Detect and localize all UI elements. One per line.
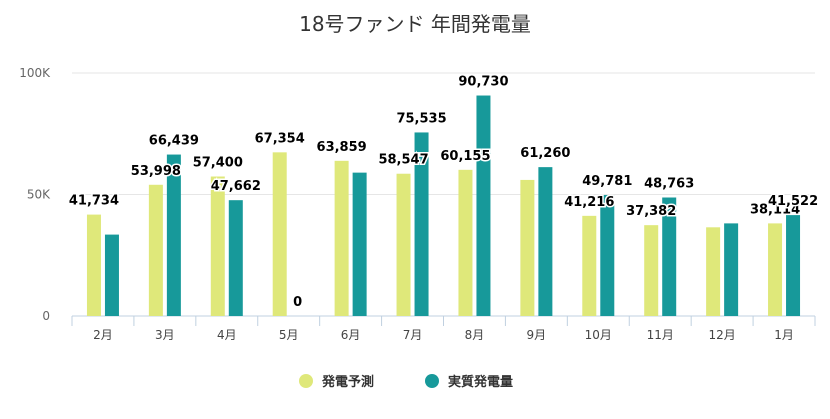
bar-actual[interactable] <box>786 215 801 316</box>
data-label: 0 <box>293 295 302 310</box>
y-tick-label: 0 <box>42 309 50 323</box>
data-label: 60,155 <box>440 149 490 164</box>
bar-actual[interactable] <box>662 197 677 316</box>
bar-forecast[interactable] <box>582 215 597 316</box>
bar-forecast[interactable] <box>148 184 163 316</box>
bar-forecast[interactable] <box>520 179 535 316</box>
x-tick-label: 12月 <box>708 328 735 342</box>
data-label: 75,535 <box>396 111 446 126</box>
x-tick-label: 4月 <box>217 328 237 342</box>
x-tick-label: 10月 <box>585 328 612 342</box>
x-axis: 2月 3月 4月 5月 6月 7月 8月 9月 10月 11月 12月 1月 <box>71 315 816 342</box>
bar-actual[interactable] <box>352 172 367 316</box>
x-tick-label: 9月 <box>527 328 547 342</box>
bar-actual[interactable] <box>104 234 119 316</box>
data-label: 66,439 <box>149 134 199 149</box>
bars <box>86 95 801 317</box>
legend-marker[interactable] <box>425 374 439 388</box>
legend-marker[interactable] <box>299 374 313 388</box>
bar-forecast[interactable] <box>644 225 659 316</box>
legend-label[interactable]: 発電予測 <box>321 374 374 390</box>
data-label: 63,859 <box>317 140 367 155</box>
chart-title: 18号ファンド 年間発電量 <box>299 12 531 36</box>
bar-forecast[interactable] <box>768 223 783 316</box>
bar-actual[interactable] <box>600 195 615 316</box>
bar-forecast[interactable] <box>86 214 101 316</box>
data-labels: 41,734 53,998 57,400 67,354 63,859 58,547 60,1… <box>67 73 819 311</box>
x-tick-label: 6月 <box>341 328 361 342</box>
bar-actual[interactable] <box>166 154 181 316</box>
x-tick-label: 3月 <box>155 328 175 342</box>
grid-lines <box>72 72 815 195</box>
legend-label[interactable]: 実質発電量 <box>448 374 513 390</box>
x-tick-label: 7月 <box>403 328 423 342</box>
bar-forecast[interactable] <box>210 176 225 316</box>
x-tick-label: 2月 <box>93 328 113 342</box>
bar-actual[interactable] <box>414 132 429 316</box>
data-label: 41,216 <box>564 195 614 210</box>
data-label: 53,998 <box>131 164 181 179</box>
bar-forecast[interactable] <box>272 152 287 316</box>
x-tick-label: 1月 <box>774 328 794 342</box>
data-label: 49,781 <box>582 174 632 189</box>
data-label: 38,114 <box>750 202 800 217</box>
bar-actual[interactable] <box>538 167 553 316</box>
bar-actual[interactable] <box>228 200 243 316</box>
x-tick-label: 5月 <box>279 328 299 342</box>
x-tick-label: 8月 <box>465 328 485 342</box>
data-label: 67,354 <box>255 131 305 146</box>
y-tick-label: 50K <box>27 188 51 202</box>
bar-forecast[interactable] <box>706 227 721 316</box>
data-label: 41,734 <box>69 194 119 209</box>
bar-actual[interactable] <box>724 223 739 316</box>
bar-forecast[interactable] <box>396 173 411 316</box>
x-tick-label: 11月 <box>647 328 674 342</box>
bar-actual[interactable] <box>476 95 491 317</box>
legend: 発電予測 実質発電量 <box>299 374 513 390</box>
data-label: 47,662 <box>211 179 261 194</box>
data-label: 57,400 <box>193 156 243 171</box>
data-label: 37,382 <box>626 204 676 219</box>
data-label: 90,730 <box>458 75 508 90</box>
bar-forecast[interactable] <box>458 169 473 316</box>
bar-forecast[interactable] <box>334 160 349 316</box>
data-label: 58,547 <box>378 153 428 168</box>
y-axis: 0 50K 100K <box>19 66 51 323</box>
data-label: 48,763 <box>644 177 694 192</box>
data-label: 61,260 <box>520 146 570 161</box>
data-label: 41,522 <box>768 194 818 209</box>
y-tick-label: 100K <box>19 66 51 80</box>
